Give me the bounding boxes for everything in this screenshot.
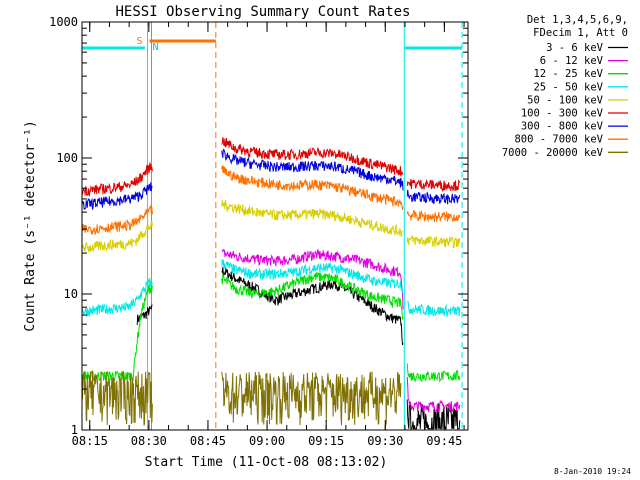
chart-title: HESSI Observing Summary Count Rates [115,4,410,20]
x-tick-label: 09:45 [426,434,462,448]
legend-entry-label: 300 - 800 keV [521,121,604,133]
legend-entry-label: 25 - 50 keV [533,81,603,93]
series-line-100-300-kev [81,137,461,197]
y-tick-label: 1000 [49,15,78,29]
series-line-300-800-kev [81,148,461,211]
plot-frame [81,21,469,431]
y-tick-label: 10 [64,287,78,301]
x-tick-label: 09:00 [249,434,285,448]
x-tick-label: 09:30 [367,434,403,448]
legend-entry-label: 3 - 6 keV [546,42,604,54]
x-tick-label: 08:30 [131,434,167,448]
x-tick-label: 08:45 [190,434,226,448]
series-line-7000-20000-kev [81,371,402,426]
legend-entry-label: 7000 - 20000 keV [502,147,604,159]
legend-entry-label: 100 - 300 keV [521,108,604,120]
y-axis-ticks: 1 10 100 1000 [49,15,468,437]
x-tick-label: 09:15 [308,434,344,448]
legend-entry-label: 800 - 7000 keV [514,134,603,146]
y-axis-label: Count Rate (s⁻¹ detector⁻¹) [23,120,38,331]
series-line-6-12-kev [221,248,461,413]
y-tick-label: 1 [71,423,78,437]
y-tick-label: 100 [56,151,78,165]
timestamp: 8-Jan-2010 19:24 [554,467,631,476]
legend-header-line1: Det 1,3,4,5,6,9, [527,14,628,26]
series-line-800-7000-kev [81,165,461,235]
flag-markers [82,22,463,430]
series-line-50-100-kev [81,199,461,254]
legend-header-line2: FDecim 1, Att 0 [533,27,628,39]
series-line-25-50-kev [81,259,461,318]
legend: Det 1,3,4,5,6,9, FDecim 1, Att 0 3 - 6 k… [502,14,628,159]
saa-flag-label: S [137,36,143,47]
series-layer [81,137,461,430]
series-line-12-25-kev [81,272,461,383]
x-axis-ticks: 08:15 08:30 08:45 09:00 09:15 09:30 09:45 [72,22,465,448]
legend-entry-label: 50 - 100 keV [527,94,604,106]
legend-entry-label: 12 - 25 keV [533,68,603,80]
x-tick-label: 08:15 [72,434,108,448]
night-flag-label: N [153,42,159,53]
x-axis-label: Start Time (11-Oct-08 08:13:02) [145,455,388,470]
legend-entry-label: 6 - 12 keV [540,55,604,67]
